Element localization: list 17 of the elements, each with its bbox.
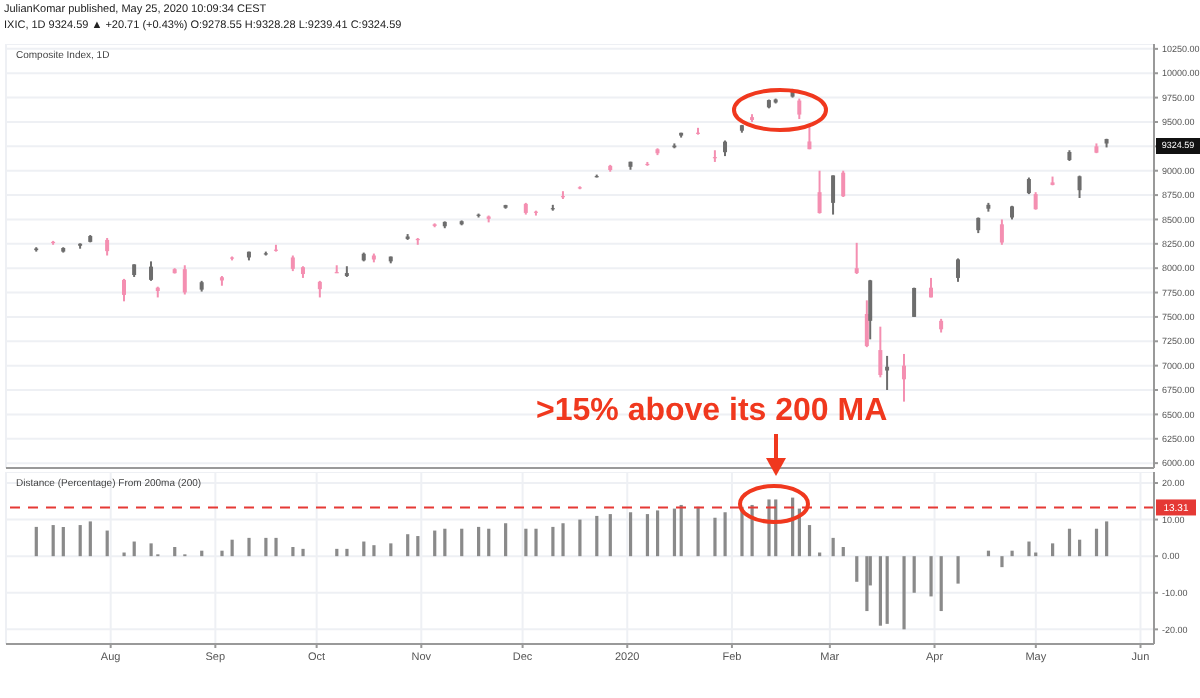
candlestick: [831, 174, 836, 216]
candlestick: [817, 169, 822, 215]
candlestick: [912, 286, 917, 318]
candlestick: [864, 299, 869, 349]
candlestick: [885, 354, 890, 392]
candlestick: [149, 260, 154, 282]
candlestick: [854, 241, 859, 276]
candlestick: [797, 97, 802, 121]
annotation: >15% above its 200 MA: [536, 394, 888, 430]
candlestick: [182, 264, 187, 296]
candlestick: [841, 169, 846, 199]
candlestick: [999, 218, 1004, 246]
candlestick: [901, 352, 906, 403]
candlestick: [956, 257, 960, 283]
candlestick: [868, 278, 873, 341]
candlestick: [122, 277, 127, 303]
candlestick: [878, 325, 883, 379]
